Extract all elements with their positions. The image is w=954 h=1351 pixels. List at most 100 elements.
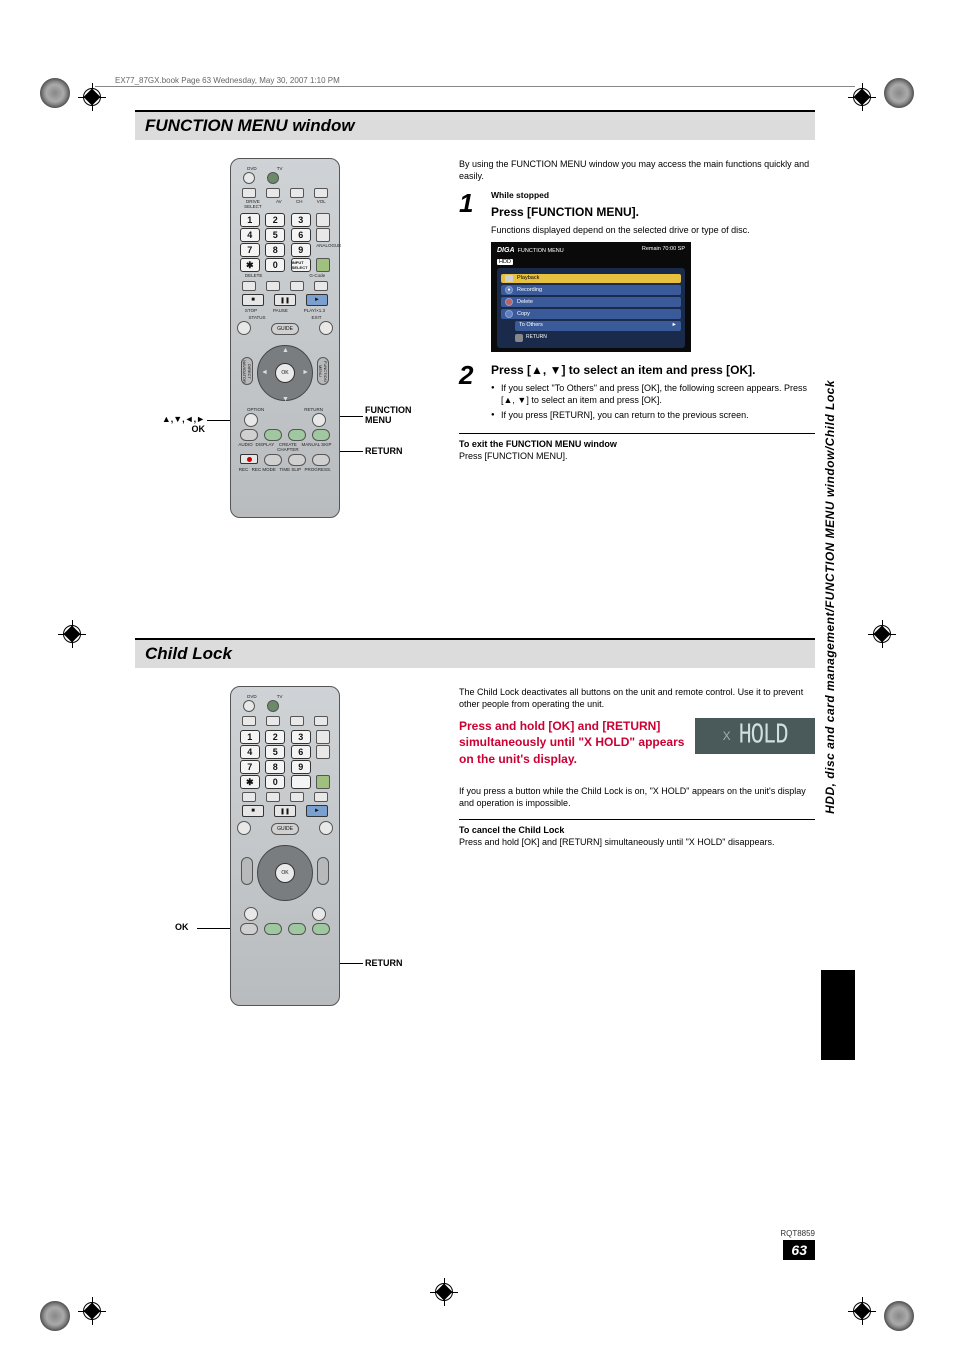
crop-corner — [884, 78, 914, 108]
manual-skip-button[interactable] — [312, 429, 330, 441]
direct-navigator-button[interactable]: DIRECT NAVIGATOR — [241, 357, 253, 385]
ch-up-button[interactable] — [290, 716, 304, 726]
slow-fwd-button[interactable] — [314, 281, 328, 291]
menu-item-copy: Copy — [501, 309, 681, 319]
num-7-button[interactable]: 7 — [240, 243, 260, 257]
skip-fwd-button[interactable] — [266, 281, 280, 291]
progress-button[interactable] — [312, 454, 330, 466]
vol-up-button[interactable] — [314, 188, 328, 198]
rec-button[interactable] — [240, 454, 258, 464]
guide-button[interactable]: GUIDE — [271, 323, 299, 335]
menu-item-recording: ●Recording — [501, 285, 681, 295]
function-menu-button[interactable]: FUNCTION MENU — [317, 357, 329, 385]
num-3-button[interactable]: 3 — [291, 730, 311, 744]
play-button[interactable]: ► — [306, 294, 328, 306]
num-7-button[interactable]: 7 — [240, 760, 260, 774]
num-4-button[interactable]: 4 — [240, 745, 260, 759]
return-button[interactable] — [312, 907, 326, 921]
av-button[interactable] — [266, 188, 280, 198]
stop-button[interactable]: ■ — [242, 294, 264, 306]
page-up-button[interactable] — [316, 730, 330, 744]
slow-fwd-button[interactable] — [314, 792, 328, 802]
page-ch-up-button[interactable] — [316, 213, 330, 227]
recording-icon: ● — [505, 286, 513, 294]
num-4-button[interactable]: 4 — [240, 228, 260, 242]
num-1-button[interactable]: 1 — [240, 213, 260, 227]
display-button[interactable] — [264, 429, 282, 441]
num-2-button[interactable]: 2 — [265, 730, 285, 744]
page-ch-down-button[interactable] — [316, 228, 330, 242]
ch-up-button[interactable] — [290, 188, 304, 198]
play-button[interactable]: ► — [306, 805, 328, 817]
num-0-button[interactable]: 0 — [265, 775, 285, 789]
num-5-button[interactable]: 5 — [265, 228, 285, 242]
exit-heading: To exit the FUNCTION MENU window — [459, 438, 815, 450]
input-select-button[interactable] — [291, 775, 311, 789]
time-slip-button[interactable] — [288, 454, 306, 466]
direct-navigator-button[interactable] — [241, 857, 253, 885]
hold-x-icon: X — [723, 728, 731, 744]
label-pause: PAUSE — [273, 308, 288, 313]
exit-button[interactable] — [319, 321, 333, 335]
screen-remain: Remain 70:00 SP — [642, 246, 685, 255]
status-button[interactable] — [237, 821, 251, 835]
remote-body: DVDTV — [230, 158, 340, 518]
stop-button[interactable]: ■ — [242, 805, 264, 817]
pause-button[interactable]: ❚❚ — [274, 294, 296, 306]
num-2-button[interactable]: 2 — [265, 213, 285, 227]
ok-button[interactable]: OK — [275, 863, 295, 883]
num-5-button[interactable]: 5 — [265, 745, 285, 759]
page-footer: RQT8859 63 — [780, 1229, 815, 1260]
skip-fwd-button[interactable] — [266, 792, 280, 802]
drive-select-button[interactable] — [242, 716, 256, 726]
ok-button[interactable]: OK — [275, 363, 295, 383]
option-button[interactable] — [244, 413, 258, 427]
manual-skip-button[interactable] — [312, 923, 330, 935]
skip-back-button[interactable] — [242, 792, 256, 802]
pause-button[interactable]: ❚❚ — [274, 805, 296, 817]
num-1-button[interactable]: 1 — [240, 730, 260, 744]
asterisk-button[interactable]: ✱ — [240, 775, 260, 789]
function-menu-button[interactable] — [317, 857, 329, 885]
num-8-button[interactable]: 8 — [265, 243, 285, 257]
create-chapter-button[interactable] — [288, 923, 306, 935]
display-button[interactable] — [264, 923, 282, 935]
num-6-button[interactable]: 6 — [291, 228, 311, 242]
input-select-button[interactable]: INPUT SELECT — [291, 258, 311, 272]
registration-mark — [78, 1297, 106, 1325]
audio-button[interactable] — [240, 923, 258, 935]
num-0-button[interactable]: 0 — [265, 258, 285, 272]
audio-button[interactable] — [240, 429, 258, 441]
slow-back-button[interactable] — [290, 792, 304, 802]
page-down-button[interactable] — [316, 745, 330, 759]
drive-select-button[interactable] — [242, 188, 256, 198]
status-button[interactable] — [237, 321, 251, 335]
power-dvd-button[interactable] — [243, 700, 255, 712]
return-button[interactable] — [312, 413, 326, 427]
num-9-button[interactable]: 9 — [291, 243, 311, 257]
step2-title: Press [▲, ▼] to select an item and press… — [491, 362, 815, 378]
slow-back-button[interactable] — [290, 281, 304, 291]
power-tv-button[interactable] — [267, 172, 279, 184]
av-button[interactable] — [266, 716, 280, 726]
step1-title: Press [FUNCTION MENU]. — [491, 204, 815, 220]
num-9-button[interactable]: 9 — [291, 760, 311, 774]
num-6-button[interactable]: 6 — [291, 745, 311, 759]
skip-back-button[interactable] — [242, 281, 256, 291]
guide-button[interactable]: GUIDE — [271, 823, 299, 835]
dpad-up-icon: ▲ — [282, 347, 289, 354]
create-chapter-button[interactable] — [288, 429, 306, 441]
num-3-button[interactable]: 3 — [291, 213, 311, 227]
vol-up-button[interactable] — [314, 716, 328, 726]
asterisk-button[interactable]: ✱ — [240, 258, 260, 272]
power-dvd-button[interactable] — [243, 172, 255, 184]
option-button[interactable] — [244, 907, 258, 921]
exit-button[interactable] — [319, 821, 333, 835]
label-rec-mode: REC MODE — [252, 467, 276, 472]
gcode-button[interactable] — [316, 258, 330, 272]
rec-mode-button[interactable] — [264, 454, 282, 466]
gcode-button[interactable] — [316, 775, 330, 789]
num-8-button[interactable]: 8 — [265, 760, 285, 774]
cancel-body: Press and hold [OK] and [RETURN] simulta… — [459, 836, 815, 848]
power-tv-button[interactable] — [267, 700, 279, 712]
